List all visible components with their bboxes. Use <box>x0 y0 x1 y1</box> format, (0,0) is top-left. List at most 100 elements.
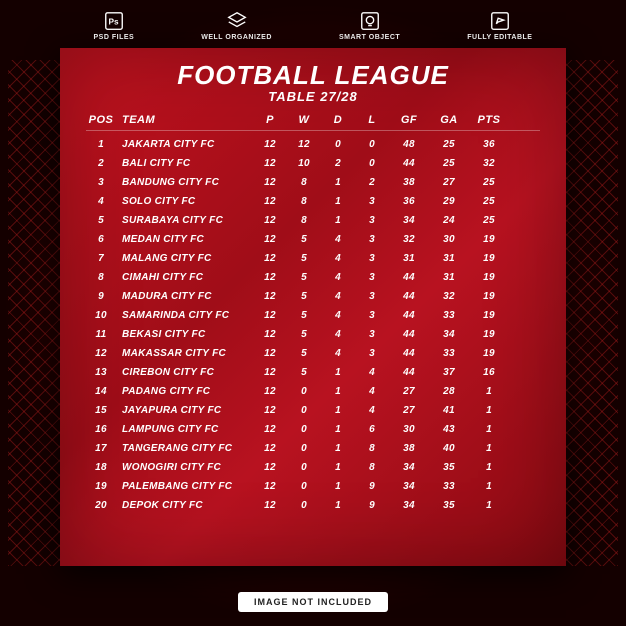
cell-pts: 19 <box>472 344 506 363</box>
cell-w: 10 <box>290 154 318 173</box>
cell-ga: 35 <box>432 496 466 515</box>
header-item-organized: WELL ORGANIZED <box>201 10 272 41</box>
cell-p: 12 <box>256 249 284 268</box>
page-subtitle: TABLE 27/28 <box>60 89 566 104</box>
cell-p: 12 <box>256 268 284 287</box>
cell-ga: 43 <box>432 420 466 439</box>
cell-pos: 3 <box>86 173 116 192</box>
cell-p: 12 <box>256 135 284 154</box>
svg-text:Ps: Ps <box>108 18 119 27</box>
cell-pts: 25 <box>472 211 506 230</box>
cell-w: 5 <box>290 287 318 306</box>
col-d: D <box>324 114 352 126</box>
cell-gf: 34 <box>392 211 426 230</box>
cell-team: DEPOK CITY FC <box>122 496 250 515</box>
hatch-pattern-right <box>558 60 618 566</box>
cell-l: 0 <box>358 154 386 173</box>
cell-pts: 19 <box>472 268 506 287</box>
cell-p: 12 <box>256 458 284 477</box>
cell-w: 5 <box>290 249 318 268</box>
table-row: 18WONOGIRI CITY FC1201834351 <box>86 458 540 477</box>
col-team: TEAM <box>122 114 250 126</box>
cell-l: 3 <box>358 287 386 306</box>
cell-gf: 31 <box>392 249 426 268</box>
cell-l: 9 <box>358 477 386 496</box>
col-ga: GA <box>432 114 466 126</box>
cell-team: MEDAN CITY FC <box>122 230 250 249</box>
cell-team: SOLO CITY FC <box>122 192 250 211</box>
cell-w: 8 <box>290 173 318 192</box>
cell-pts: 25 <box>472 192 506 211</box>
cell-d: 1 <box>324 439 352 458</box>
cell-ga: 25 <box>432 154 466 173</box>
cell-team: PALEMBANG CITY FC <box>122 477 250 496</box>
cell-w: 5 <box>290 325 318 344</box>
col-pts: PTS <box>472 114 506 126</box>
cell-ga: 27 <box>432 173 466 192</box>
cell-p: 12 <box>256 211 284 230</box>
cell-d: 4 <box>324 268 352 287</box>
cell-pos: 8 <box>86 268 116 287</box>
cell-w: 0 <box>290 439 318 458</box>
cell-p: 12 <box>256 306 284 325</box>
cell-w: 8 <box>290 211 318 230</box>
cell-p: 12 <box>256 382 284 401</box>
cell-w: 5 <box>290 230 318 249</box>
cell-ga: 41 <box>432 401 466 420</box>
cell-pts: 19 <box>472 306 506 325</box>
cell-l: 4 <box>358 401 386 420</box>
table-row: 6MEDAN CITY FC12543323019 <box>86 230 540 249</box>
col-l: L <box>358 114 386 126</box>
cell-pos: 17 <box>86 439 116 458</box>
cell-d: 4 <box>324 344 352 363</box>
cell-p: 12 <box>256 363 284 382</box>
cell-team: MADURA CITY FC <box>122 287 250 306</box>
cell-gf: 44 <box>392 306 426 325</box>
cell-pos: 12 <box>86 344 116 363</box>
cell-pts: 19 <box>472 325 506 344</box>
cell-d: 4 <box>324 249 352 268</box>
cell-ga: 28 <box>432 382 466 401</box>
cell-ga: 32 <box>432 287 466 306</box>
table-row: 12MAKASSAR CITY FC12543443319 <box>86 344 540 363</box>
cell-gf: 34 <box>392 458 426 477</box>
cell-pts: 1 <box>472 401 506 420</box>
cell-team: MALANG CITY FC <box>122 249 250 268</box>
cell-pts: 16 <box>472 363 506 382</box>
cell-gf: 30 <box>392 420 426 439</box>
cell-d: 1 <box>324 192 352 211</box>
cell-w: 5 <box>290 344 318 363</box>
table-row: 8CIMAHI CITY FC12543443119 <box>86 268 540 287</box>
cell-pos: 9 <box>86 287 116 306</box>
cell-p: 12 <box>256 192 284 211</box>
table-row: 14PADANG CITY FC1201427281 <box>86 382 540 401</box>
cell-pos: 19 <box>86 477 116 496</box>
cell-ga: 33 <box>432 344 466 363</box>
cell-gf: 27 <box>392 401 426 420</box>
bulb-icon <box>359 10 381 32</box>
cell-l: 4 <box>358 382 386 401</box>
cell-gf: 44 <box>392 268 426 287</box>
cell-l: 8 <box>358 458 386 477</box>
cell-d: 1 <box>324 363 352 382</box>
cell-gf: 44 <box>392 344 426 363</box>
cell-ga: 31 <box>432 268 466 287</box>
cell-pts: 32 <box>472 154 506 173</box>
cell-p: 12 <box>256 401 284 420</box>
edit-icon <box>489 10 511 32</box>
cell-ga: 33 <box>432 477 466 496</box>
cell-l: 3 <box>358 192 386 211</box>
cell-p: 12 <box>256 173 284 192</box>
cell-w: 5 <box>290 306 318 325</box>
table-row: 1JAKARTA CITY FC121200482536 <box>86 135 540 154</box>
cell-team: MAKASSAR CITY FC <box>122 344 250 363</box>
table-row: 2BALI CITY FC121020442532 <box>86 154 540 173</box>
cell-p: 12 <box>256 439 284 458</box>
cell-p: 12 <box>256 287 284 306</box>
cell-d: 4 <box>324 287 352 306</box>
cell-pts: 1 <box>472 439 506 458</box>
table-row: 5SURABAYA CITY FC12813342425 <box>86 211 540 230</box>
cell-pts: 1 <box>472 496 506 515</box>
cell-gf: 48 <box>392 135 426 154</box>
cell-ga: 33 <box>432 306 466 325</box>
